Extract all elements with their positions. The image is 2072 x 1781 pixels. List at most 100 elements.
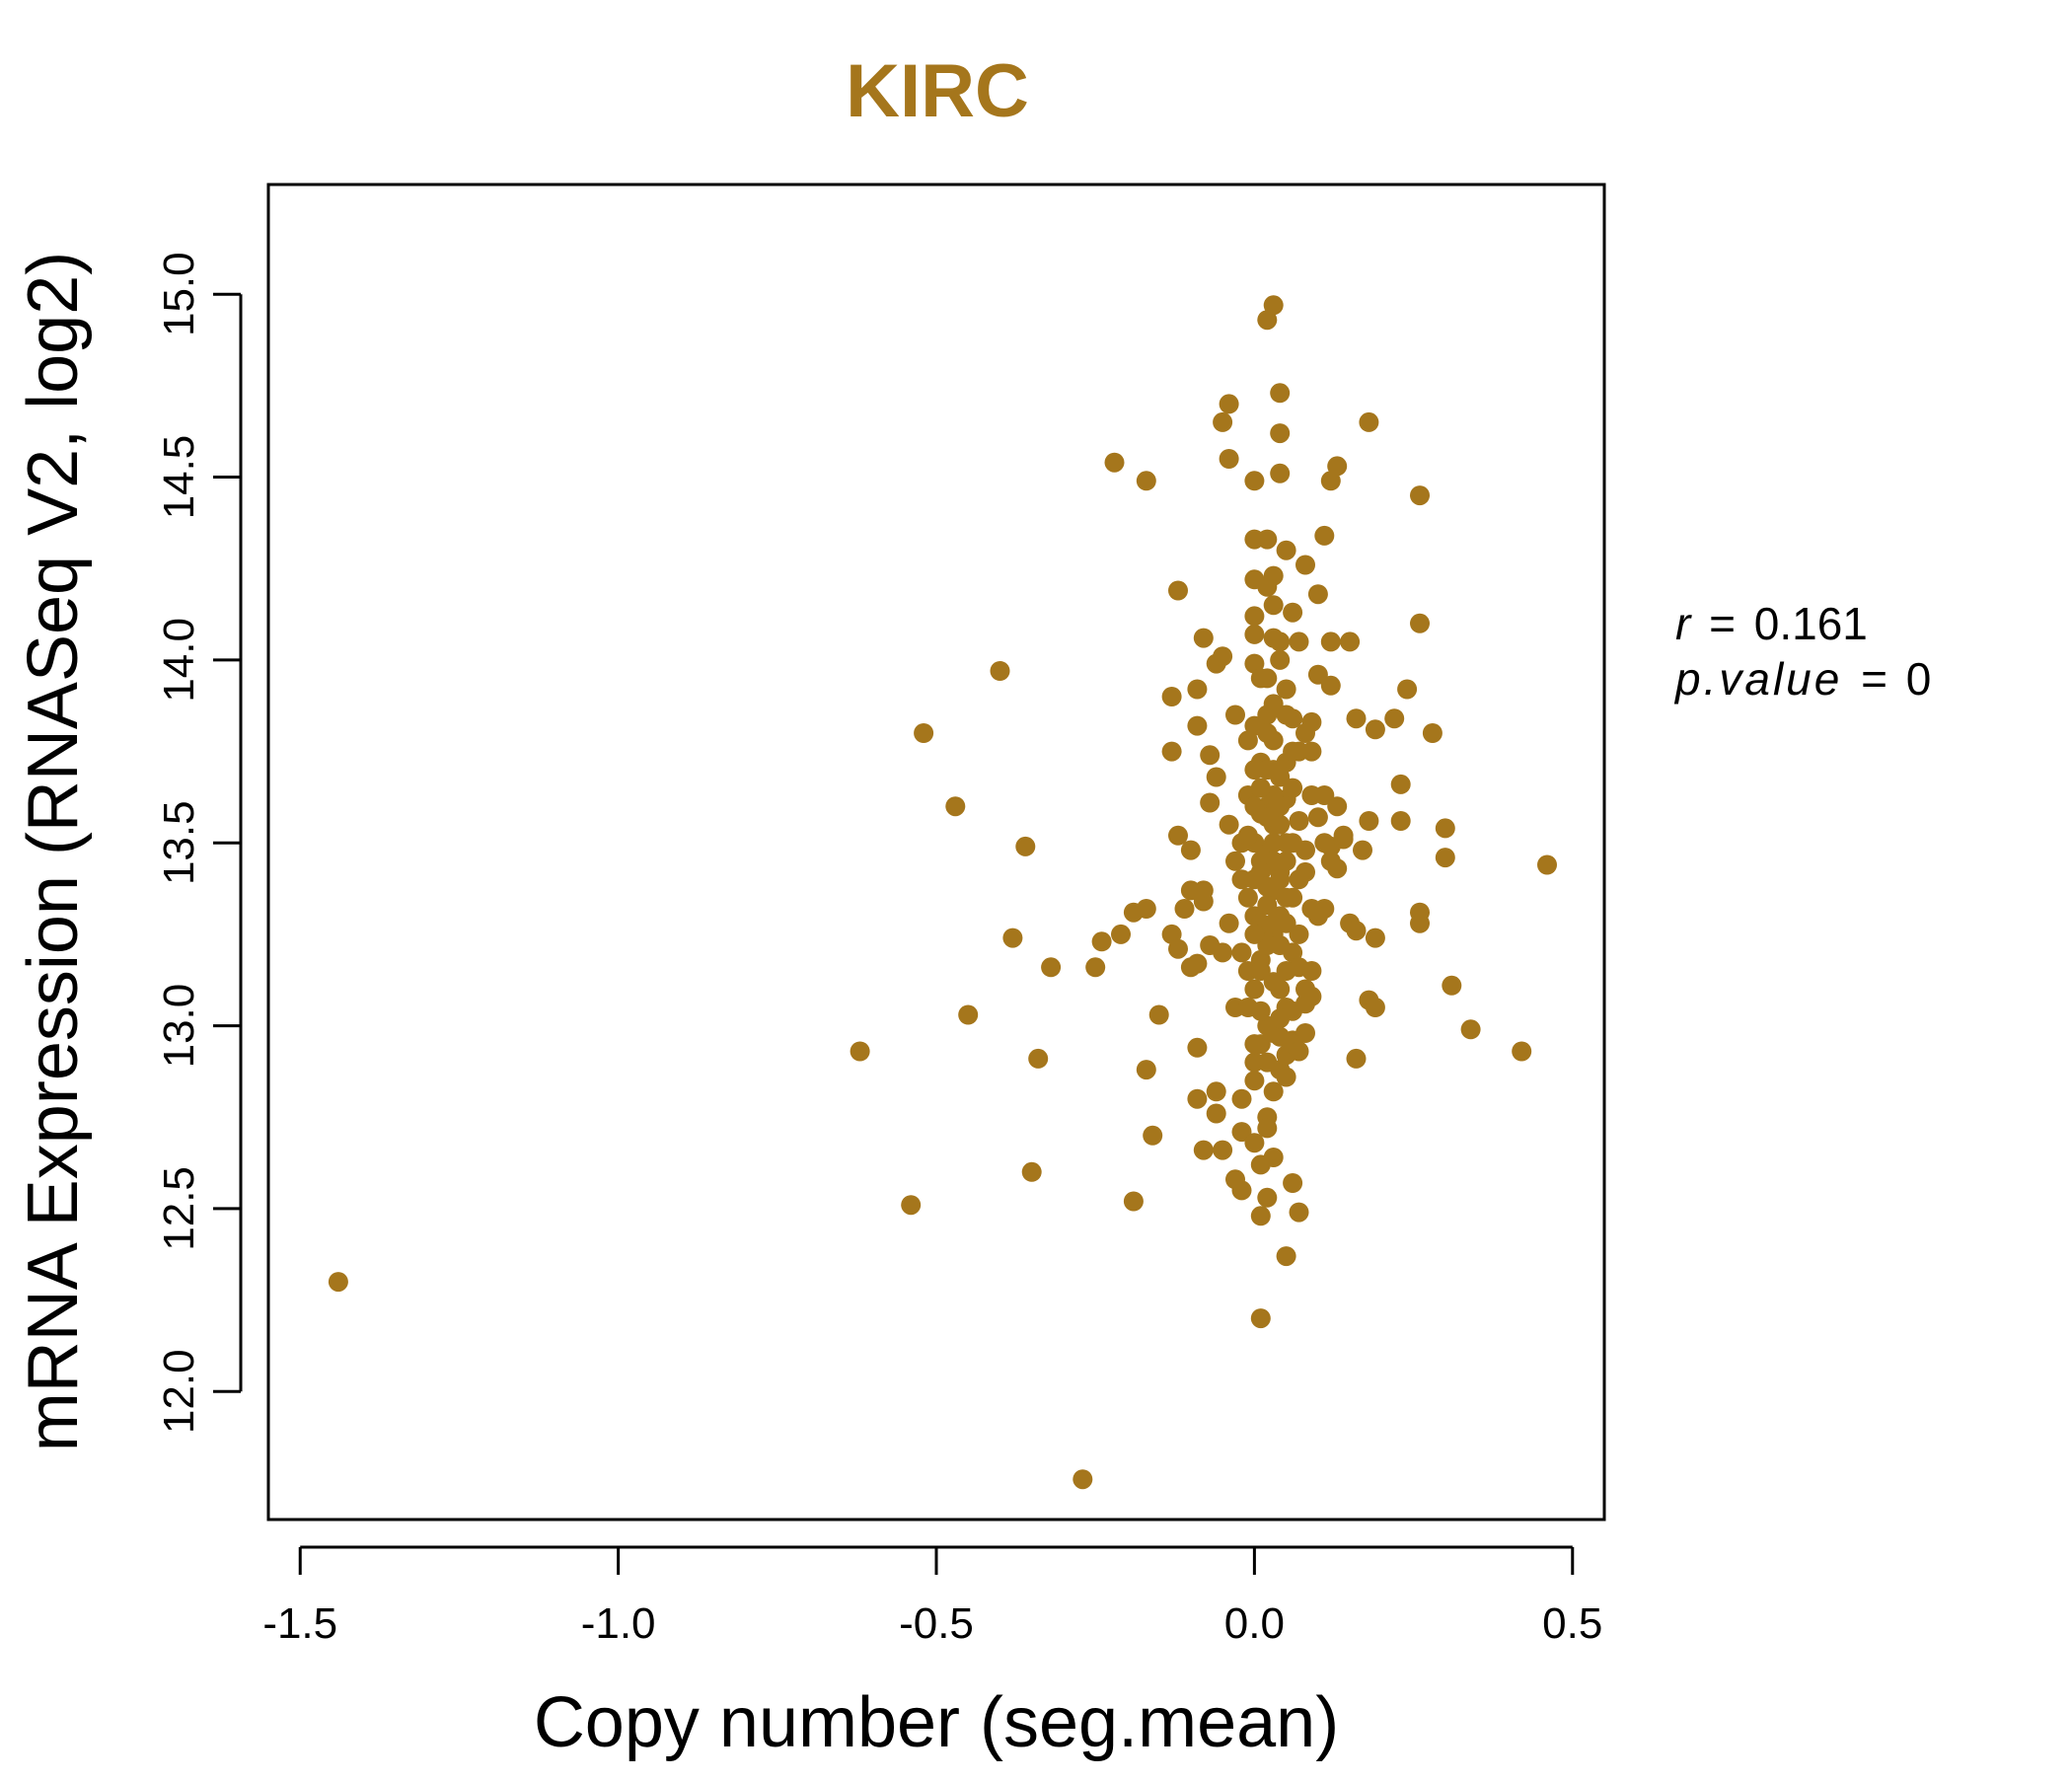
data-point-18 [1123, 1191, 1144, 1212]
data-point-95 [1263, 565, 1284, 586]
data-point-73 [1244, 979, 1265, 1000]
data-point-105 [1270, 649, 1291, 670]
data-point-171 [1442, 975, 1462, 996]
data-point-157 [1365, 719, 1385, 740]
data-point-117 [1283, 602, 1303, 623]
data-point-173 [1512, 1041, 1532, 1062]
data-point-1 [1073, 1469, 1093, 1490]
data-point-5 [945, 796, 966, 817]
data-point-12 [1041, 957, 1062, 978]
data-point-215 [1257, 895, 1278, 916]
data-point-14 [1091, 931, 1112, 952]
data-point-218 [1257, 668, 1278, 689]
data-point-94 [1263, 295, 1284, 316]
data-point-239 [1301, 741, 1322, 762]
data-point-48 [1213, 942, 1233, 963]
data-point-160 [1384, 708, 1405, 729]
p-label: p.value [1673, 653, 1842, 705]
data-point-68 [1244, 606, 1265, 627]
data-point-45 [1206, 1103, 1226, 1124]
data-point-20 [1136, 899, 1156, 919]
data-point-246 [1250, 961, 1271, 981]
data-point-110 [1276, 540, 1296, 560]
data-point-135 [1307, 584, 1328, 605]
data-point-228 [1263, 1081, 1284, 1102]
data-point-27 [1168, 580, 1188, 601]
data-point-244 [1270, 869, 1291, 890]
data-point-200 [1295, 861, 1315, 882]
data-point-234 [1307, 906, 1328, 927]
data-point-78 [1250, 1308, 1271, 1329]
data-point-122 [1283, 1173, 1303, 1193]
y-tick-label-3: 13.5 [155, 800, 203, 885]
y-axis: 12.0 12.5 13.0 13.5 14.0 14.5 15.0 [155, 252, 243, 1434]
data-point-41 [1200, 792, 1221, 813]
data-point-51 [1219, 449, 1239, 469]
data-point-52 [1219, 814, 1239, 835]
data-point-153 [1353, 840, 1372, 860]
data-point-132 [1301, 711, 1322, 732]
data-point-221 [1276, 705, 1296, 725]
data-point-158 [1365, 928, 1385, 948]
data-point-7 [990, 661, 1010, 681]
data-point-168 [1422, 723, 1443, 743]
data-point-11 [1028, 1048, 1049, 1069]
data-point-128 [1295, 555, 1315, 575]
data-point-217 [1250, 778, 1271, 798]
data-point-155 [1359, 811, 1379, 831]
data-point-226 [1270, 1008, 1291, 1029]
data-point-154 [1359, 411, 1379, 432]
data-point-102 [1270, 383, 1291, 404]
data-point-53 [1219, 913, 1239, 933]
x-tick-label-2: -0.5 [899, 1599, 974, 1648]
data-point-210 [1237, 825, 1258, 846]
data-point-44 [1206, 1081, 1226, 1102]
data-point-224 [1263, 760, 1284, 780]
data-point-0 [328, 1272, 348, 1293]
y-tick-label-1: 12.5 [155, 1166, 203, 1251]
data-point-75 [1244, 1071, 1265, 1091]
data-point-163 [1397, 679, 1418, 700]
data-point-13 [1085, 957, 1106, 978]
x-tick-label-3: 0.0 [1224, 1599, 1285, 1648]
svg-text:p.value = 0: p.value = 0 [1673, 653, 1931, 705]
data-point-8 [1002, 928, 1023, 948]
data-point-77 [1250, 1206, 1271, 1226]
data-point-22 [1143, 1125, 1163, 1146]
x-axis-title: Copy number (seg.mean) [534, 1683, 1339, 1762]
data-point-58 [1231, 1180, 1252, 1201]
data-point-150 [1346, 708, 1367, 729]
data-point-238 [1327, 796, 1348, 817]
y-tick-label-6: 15.0 [155, 252, 203, 336]
data-point-249 [1276, 833, 1296, 853]
data-point-213 [1237, 998, 1258, 1017]
data-point-38 [1193, 1140, 1214, 1160]
y-tick-label-0: 12.0 [155, 1349, 203, 1434]
r-label: r [1675, 598, 1692, 649]
data-point-3 [901, 1195, 922, 1216]
data-point-115 [1276, 1067, 1296, 1087]
data-point-164 [1410, 485, 1430, 506]
data-point-101 [1263, 1148, 1284, 1167]
plot-frame [266, 183, 1606, 1521]
data-point-25 [1161, 741, 1182, 762]
y-tick-label-5: 14.5 [155, 435, 203, 520]
data-point-237 [1333, 825, 1354, 846]
data-point-165 [1410, 613, 1430, 633]
data-point-223 [1257, 723, 1278, 743]
data-point-29 [1168, 938, 1188, 959]
data-point-24 [1161, 687, 1182, 706]
data-point-76 [1244, 1133, 1265, 1153]
data-point-199 [1283, 778, 1303, 798]
data-point-211 [1244, 924, 1265, 944]
data-point-236 [1320, 851, 1341, 871]
data-point-231 [1289, 1041, 1309, 1062]
data-point-36 [1187, 1037, 1208, 1058]
data-point-60 [1193, 628, 1214, 648]
data-point-130 [1295, 840, 1315, 860]
data-point-63 [1193, 891, 1214, 912]
data-point-235 [1314, 833, 1335, 853]
data-point-151 [1346, 921, 1367, 941]
